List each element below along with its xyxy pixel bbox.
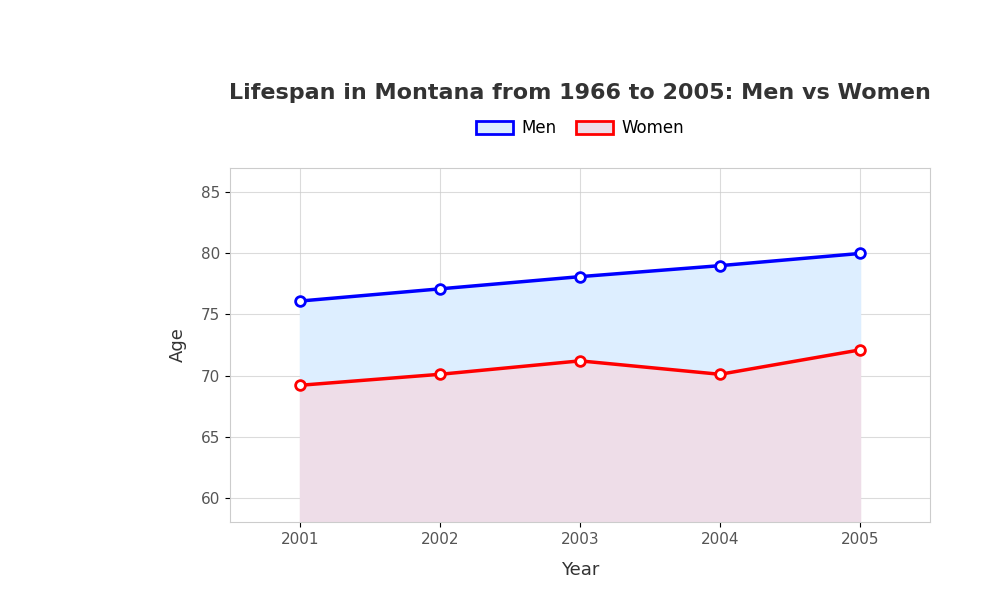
Legend: Men, Women: Men, Women bbox=[469, 113, 691, 144]
Y-axis label: Age: Age bbox=[169, 328, 187, 362]
X-axis label: Year: Year bbox=[561, 560, 599, 578]
Title: Lifespan in Montana from 1966 to 2005: Men vs Women: Lifespan in Montana from 1966 to 2005: M… bbox=[229, 83, 931, 103]
